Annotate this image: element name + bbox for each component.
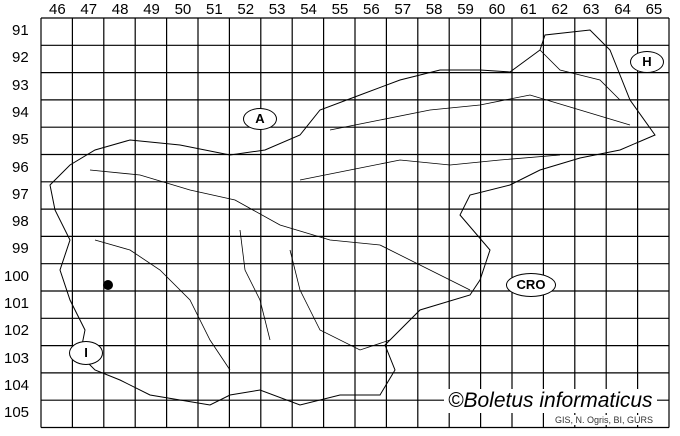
country-label-i: I xyxy=(69,341,103,365)
column-label: 64 xyxy=(614,1,631,18)
row-label: 99 xyxy=(12,240,29,258)
country-label-a: A xyxy=(243,108,277,130)
row-label: 92 xyxy=(12,49,29,67)
column-label: 48 xyxy=(111,1,129,18)
row-label: 104 xyxy=(4,376,30,394)
column-label: 47 xyxy=(80,1,98,18)
column-label: 55 xyxy=(331,1,349,18)
column-label: 65 xyxy=(645,1,663,18)
column-label: 53 xyxy=(268,1,286,18)
rivers xyxy=(89,49,631,371)
column-label: 52 xyxy=(237,1,255,18)
row-label: 93 xyxy=(12,76,29,94)
column-label: 58 xyxy=(425,1,443,18)
row-label: 91 xyxy=(12,22,29,39)
row-label: 100 xyxy=(4,267,30,285)
column-label: 46 xyxy=(49,1,66,18)
column-label: 61 xyxy=(520,1,537,18)
row-label: 101 xyxy=(4,295,30,312)
row-label: 103 xyxy=(4,349,30,367)
row-label: 95 xyxy=(12,131,29,149)
row-label: 98 xyxy=(12,213,29,231)
credit-text: GIS, N. Ogris, BI, GURS xyxy=(553,415,656,425)
column-label: 49 xyxy=(143,1,160,18)
row-label: 96 xyxy=(12,158,29,176)
column-label: 57 xyxy=(394,1,412,18)
country-label-cro: CRO xyxy=(506,273,556,297)
row-label: 105 xyxy=(4,404,30,422)
column-label: 56 xyxy=(363,1,380,18)
row-label: 94 xyxy=(12,103,29,121)
column-label: 63 xyxy=(582,1,600,18)
grid-lines xyxy=(40,17,670,429)
copyright-text: ©Boletus informaticus xyxy=(444,389,657,413)
row-label: 102 xyxy=(4,322,30,340)
column-label: 59 xyxy=(457,1,474,18)
column-label: 62 xyxy=(551,1,569,18)
country-label-h: H xyxy=(630,51,664,73)
column-label: 60 xyxy=(488,1,506,18)
row-label: 97 xyxy=(12,185,29,203)
column-label: 50 xyxy=(174,1,192,18)
record-dot xyxy=(103,280,113,290)
slovenia-border xyxy=(49,29,656,406)
column-label: 54 xyxy=(300,1,317,18)
column-label: 51 xyxy=(206,1,223,18)
